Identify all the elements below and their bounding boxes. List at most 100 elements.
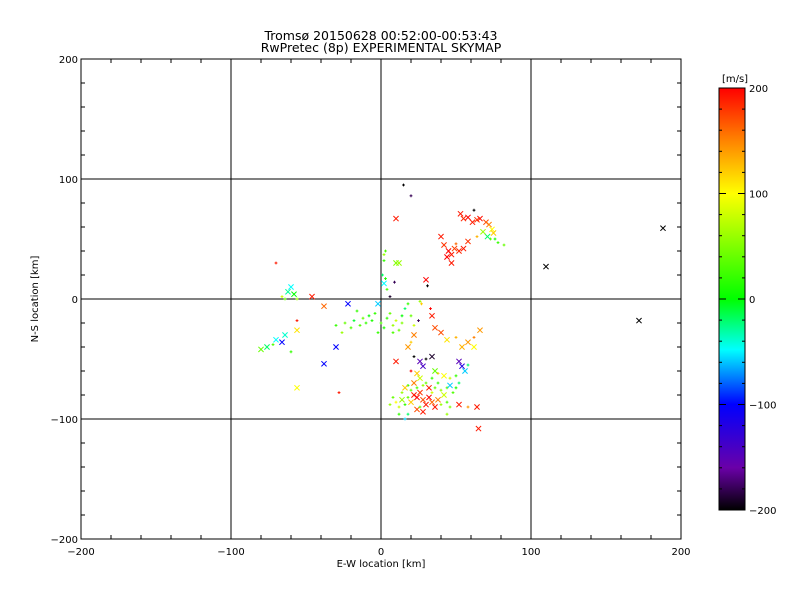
data-point: [459, 363, 465, 370]
data-point: [432, 368, 438, 374]
data-point: [412, 324, 416, 327]
data-point: [445, 412, 449, 416]
data-point: [414, 406, 420, 413]
data-point: [337, 391, 341, 394]
data-point: [409, 369, 413, 373]
data-point: [472, 208, 476, 212]
data-point: [384, 249, 387, 253]
data-point: [282, 332, 288, 338]
data-point: [433, 386, 437, 390]
data-point: [409, 194, 413, 198]
data-point: [280, 295, 284, 298]
data-point: [381, 280, 387, 287]
data-point: [480, 228, 486, 235]
data-point: [370, 319, 374, 322]
y-tick-label: −200: [51, 535, 78, 546]
colorbar-tick-label: 100: [749, 190, 768, 201]
data-point: [448, 260, 455, 266]
data-point: [429, 307, 432, 310]
data-point: [385, 288, 389, 291]
data-point: [430, 391, 434, 394]
data-point: [399, 396, 405, 403]
data-point: [283, 297, 287, 301]
data-point: [279, 339, 285, 346]
data-point: [294, 327, 300, 334]
data-point: [426, 384, 432, 391]
data-point: [333, 344, 339, 350]
data-point: [448, 251, 455, 258]
data-point: [403, 403, 407, 406]
data-point: [454, 242, 458, 246]
colorbar-tick-label: −100: [749, 401, 776, 412]
data-point: [309, 293, 315, 300]
data-point: [394, 400, 398, 404]
data-point: [502, 243, 506, 247]
y-axis-label: N-S location [km]: [30, 256, 41, 343]
data-point: [381, 273, 384, 277]
data-point: [543, 263, 549, 270]
data-point: [264, 344, 270, 350]
data-point: [457, 210, 464, 217]
data-point: [295, 297, 299, 301]
data-point: [472, 336, 476, 339]
data-point: [417, 319, 420, 322]
data-point: [349, 326, 353, 330]
data-point: [382, 259, 386, 262]
data-point: [391, 324, 395, 327]
data-point: [391, 331, 395, 334]
data-point: [474, 216, 480, 223]
data-point: [465, 214, 471, 221]
data-point: [441, 392, 447, 398]
data-point: [408, 399, 414, 406]
data-point: [459, 344, 465, 350]
data-point: [376, 331, 380, 334]
data-point: [471, 344, 477, 350]
colorbar-unit-label: [m/s]: [722, 74, 748, 85]
colorbar-tick-label: 200: [749, 84, 768, 95]
data-point: [334, 324, 338, 327]
data-point: [462, 368, 468, 374]
data-point: [441, 372, 447, 379]
data-point: [367, 314, 371, 318]
data-point: [477, 215, 483, 222]
data-point: [432, 324, 438, 331]
data-point: [406, 396, 410, 399]
data-point: [393, 280, 396, 284]
data-point: [448, 405, 452, 409]
data-point: [465, 339, 471, 346]
data-point: [429, 353, 435, 360]
data-point: [441, 242, 447, 248]
data-point: [444, 336, 450, 343]
data-point: [466, 405, 470, 409]
axis-ticks: −200 −100 0 100 200 −200 −100 0 100 200: [51, 55, 691, 558]
y-tick-label: 0: [72, 295, 78, 306]
data-point: [424, 357, 428, 361]
x-tick-label: −100: [217, 547, 244, 558]
data-point: [426, 394, 432, 401]
data-point: [402, 183, 405, 187]
data-point: [393, 215, 399, 222]
data-point: [451, 245, 458, 252]
data-point: [273, 336, 279, 343]
data-point: [445, 400, 449, 404]
data-point: [474, 404, 480, 410]
data-point: [340, 331, 344, 334]
data-point: [447, 382, 453, 389]
data-point: [321, 303, 327, 310]
data-point: [274, 261, 278, 265]
data-point: [423, 401, 429, 408]
data-point: [394, 319, 398, 322]
data-point: [636, 317, 642, 324]
data-point: [456, 358, 462, 365]
data-point: [361, 316, 365, 320]
data-point: [412, 355, 416, 358]
data-point: [402, 384, 408, 391]
data-point: [454, 336, 458, 339]
data-point: [460, 215, 467, 222]
data-point: [451, 391, 455, 394]
data-point: [444, 254, 450, 260]
data-point: [400, 321, 404, 325]
data-points: [258, 183, 666, 432]
data-point: [285, 288, 291, 295]
